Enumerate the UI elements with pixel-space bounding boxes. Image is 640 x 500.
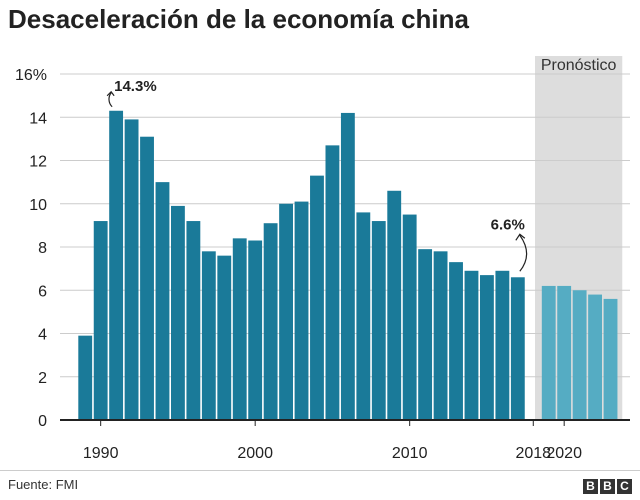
chart-svg: Pronóstico 0 2 4 6 8 10 12 14 16% 1990 2000 2010 2018…	[15, 56, 630, 462]
source-note: Fuente: FMI	[8, 477, 79, 492]
bbc-logo-letter: B	[583, 479, 598, 494]
annotation-label: 14.3%	[114, 78, 157, 95]
bar	[93, 221, 108, 420]
x-tick-label: 2010	[392, 445, 428, 462]
bar	[371, 221, 386, 420]
bar	[294, 201, 309, 420]
bar	[279, 203, 293, 420]
annotation-arrowhead	[515, 233, 526, 241]
bar	[356, 212, 371, 420]
y-tick-label: 0	[38, 413, 47, 430]
forecast-bar	[588, 294, 602, 420]
bar	[464, 270, 479, 420]
bar	[495, 270, 510, 420]
bar	[310, 175, 324, 420]
bar	[449, 262, 463, 420]
x-tick-label: 2020	[546, 445, 582, 462]
y-tick-label: 16%	[15, 67, 47, 84]
x-tick-label: 2018	[515, 445, 551, 462]
bar	[155, 182, 170, 420]
bar	[140, 136, 154, 420]
bar	[402, 214, 417, 420]
bar	[387, 190, 402, 420]
annotation-arrow	[519, 234, 528, 272]
bar	[232, 238, 247, 420]
bar	[340, 112, 355, 421]
bar	[201, 251, 216, 420]
y-tick-label: 10	[29, 197, 47, 214]
bar	[263, 223, 278, 420]
forecast-bar	[603, 298, 618, 420]
bar	[418, 249, 433, 420]
footer-rule	[0, 470, 640, 471]
bbc-logo-letter: C	[617, 479, 632, 494]
annotation-arrowhead	[106, 90, 115, 97]
y-tick-label: 12	[29, 154, 47, 171]
bar	[171, 205, 185, 420]
bar	[248, 240, 263, 420]
bbc-logo: B B C	[583, 479, 632, 494]
y-tick-label: 8	[38, 240, 47, 257]
bar	[186, 221, 201, 420]
bar	[109, 110, 124, 420]
bar	[480, 275, 494, 420]
annotation-arrow	[108, 92, 113, 108]
annotation-label: 6.6%	[491, 216, 525, 233]
forecast-label: Pronóstico	[541, 57, 617, 74]
y-tick-label: 2	[38, 370, 47, 387]
x-tick-label: 1990	[83, 445, 119, 462]
forecast-bar	[541, 285, 556, 420]
bbc-logo-letter: B	[600, 479, 615, 494]
y-tick-label: 14	[29, 110, 47, 127]
forecast-bar	[572, 290, 587, 420]
bar	[124, 119, 139, 420]
page-title: Desaceleración de la economía china	[8, 4, 469, 34]
bar	[433, 251, 448, 420]
y-tick-label: 4	[38, 327, 47, 344]
bar	[325, 145, 340, 421]
bar	[510, 277, 525, 420]
bar	[78, 335, 93, 420]
x-tick-label: 2000	[237, 445, 273, 462]
y-tick-label: 6	[38, 283, 47, 300]
forecast-bar	[557, 285, 572, 420]
bar	[217, 255, 232, 420]
